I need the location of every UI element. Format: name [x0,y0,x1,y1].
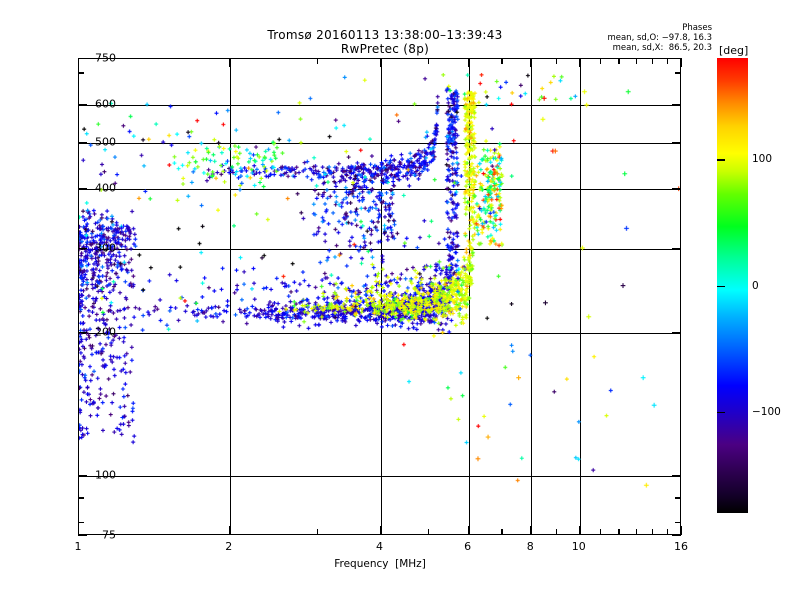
x-major-tick-top-6 [467,58,470,67]
x-major-tick-top-1 [78,58,80,67]
y-minor-tick-right-80 [675,521,681,524]
x-minor-tick-3 [316,529,319,535]
colorbar-tick--100 [717,411,725,414]
colorbar-tick-100 [717,159,725,161]
y-minor-tick-700 [78,72,84,74]
x-major-tick-2 [228,526,231,535]
x-major-tick-top-8 [530,58,532,67]
x-tick-label-10: 10 [571,540,586,553]
y-major-tick-right-600 [672,104,681,106]
y-minor-tick-right-90 [675,497,681,499]
y-major-tick-75 [78,535,87,537]
y-major-tick-right-300 [672,247,681,250]
y-tick-label-200: 200 [95,325,116,339]
plot-area [78,58,681,535]
colorbar-tick-label--100: −100 [752,405,781,418]
x-major-tick-4 [379,526,381,535]
phase-statistics-annotation: Phases mean, sd,O: −97.8, 16.3 mean, sd,… [607,23,712,53]
y-tick-label-75: 75 [102,528,116,542]
stats-x-mode: mean, sd,X: 86.5, 20.3 [612,42,712,53]
x-major-tick-10 [578,526,581,535]
x-minor-tick-top-9 [555,58,558,64]
colorbar-tick-label-100: 100 [752,153,773,166]
x-minor-tick-top-12 [618,58,620,64]
x-minor-tick-15 [666,529,669,535]
y-major-tick-right-100 [672,475,681,477]
y-minor-tick-80 [78,521,84,524]
scatter-data-layer [79,59,680,534]
y-tick-label-750: 750 [95,51,116,65]
x-minor-tick-5 [428,529,430,535]
y-tick-label-400: 400 [95,181,116,195]
x-minor-tick-14 [651,529,654,535]
y-major-tick-right-750 [672,58,681,60]
x-minor-tick-top-14 [651,58,654,64]
plot-subtitle-line2: RwPretec (8p) [340,42,430,56]
stats-header: Phases [682,23,712,33]
y-tick-label-300: 300 [95,241,116,255]
y-major-tick-200 [78,331,87,334]
stats-o-mode: mean, sd,O: −97.8, 16.3 [607,33,712,43]
y-minor-tick-right-700 [675,72,681,74]
x-tick-label-16: 16 [674,540,688,553]
x-major-tick-8 [530,526,532,535]
x-minor-tick-top-3 [316,58,319,64]
plot-title-line1: Tromsø 20160113 13:38:00–13:39:43 [267,28,503,42]
y-tick-label-600: 600 [95,97,116,111]
x-minor-tick-7 [501,529,503,535]
x-tick-label-6: 6 [464,540,472,553]
x-minor-tick-13 [635,529,638,535]
x-axis-title: Frequency [MHz] [334,558,426,570]
colorbar-unit-label: [deg] [718,44,750,57]
x-major-tick-top-16 [681,58,683,67]
x-minor-tick-top-5 [428,58,430,64]
y-minor-tick-90 [78,497,84,499]
x-minor-tick-12 [618,529,620,535]
y-tick-label-500: 500 [95,135,116,149]
y-major-tick-right-400 [672,188,681,190]
x-minor-tick-top-13 [635,58,638,64]
y-major-tick-right-75 [672,535,681,537]
y-major-tick-100 [78,475,87,477]
x-major-tick-top-10 [578,58,581,67]
x-minor-tick-top-11 [599,58,601,64]
x-minor-tick-top-15 [666,58,669,64]
x-major-tick-1 [78,526,80,535]
x-major-tick-top-4 [379,58,381,67]
colorbar-tick-label-0: 0 [752,279,759,292]
x-tick-label-2: 2 [225,540,233,553]
x-major-tick-6 [467,526,470,535]
y-major-tick-400 [78,188,87,190]
y-major-tick-600 [78,104,87,106]
colorbar-tick-0 [717,285,725,287]
y-major-tick-500 [78,141,87,144]
y-major-tick-right-200 [672,331,681,334]
x-minor-tick-9 [555,529,558,535]
x-tick-label-8: 8 [526,540,534,553]
y-major-tick-750 [78,58,87,60]
x-major-tick-16 [681,526,683,535]
x-tick-label-1: 1 [74,540,82,553]
x-minor-tick-top-7 [501,58,503,64]
x-tick-label-4: 4 [376,540,383,553]
x-minor-tick-11 [599,529,601,535]
y-major-tick-300 [78,247,87,250]
y-tick-label-100: 100 [95,468,116,482]
y-major-tick-right-500 [672,141,681,144]
x-major-tick-top-2 [228,58,231,67]
